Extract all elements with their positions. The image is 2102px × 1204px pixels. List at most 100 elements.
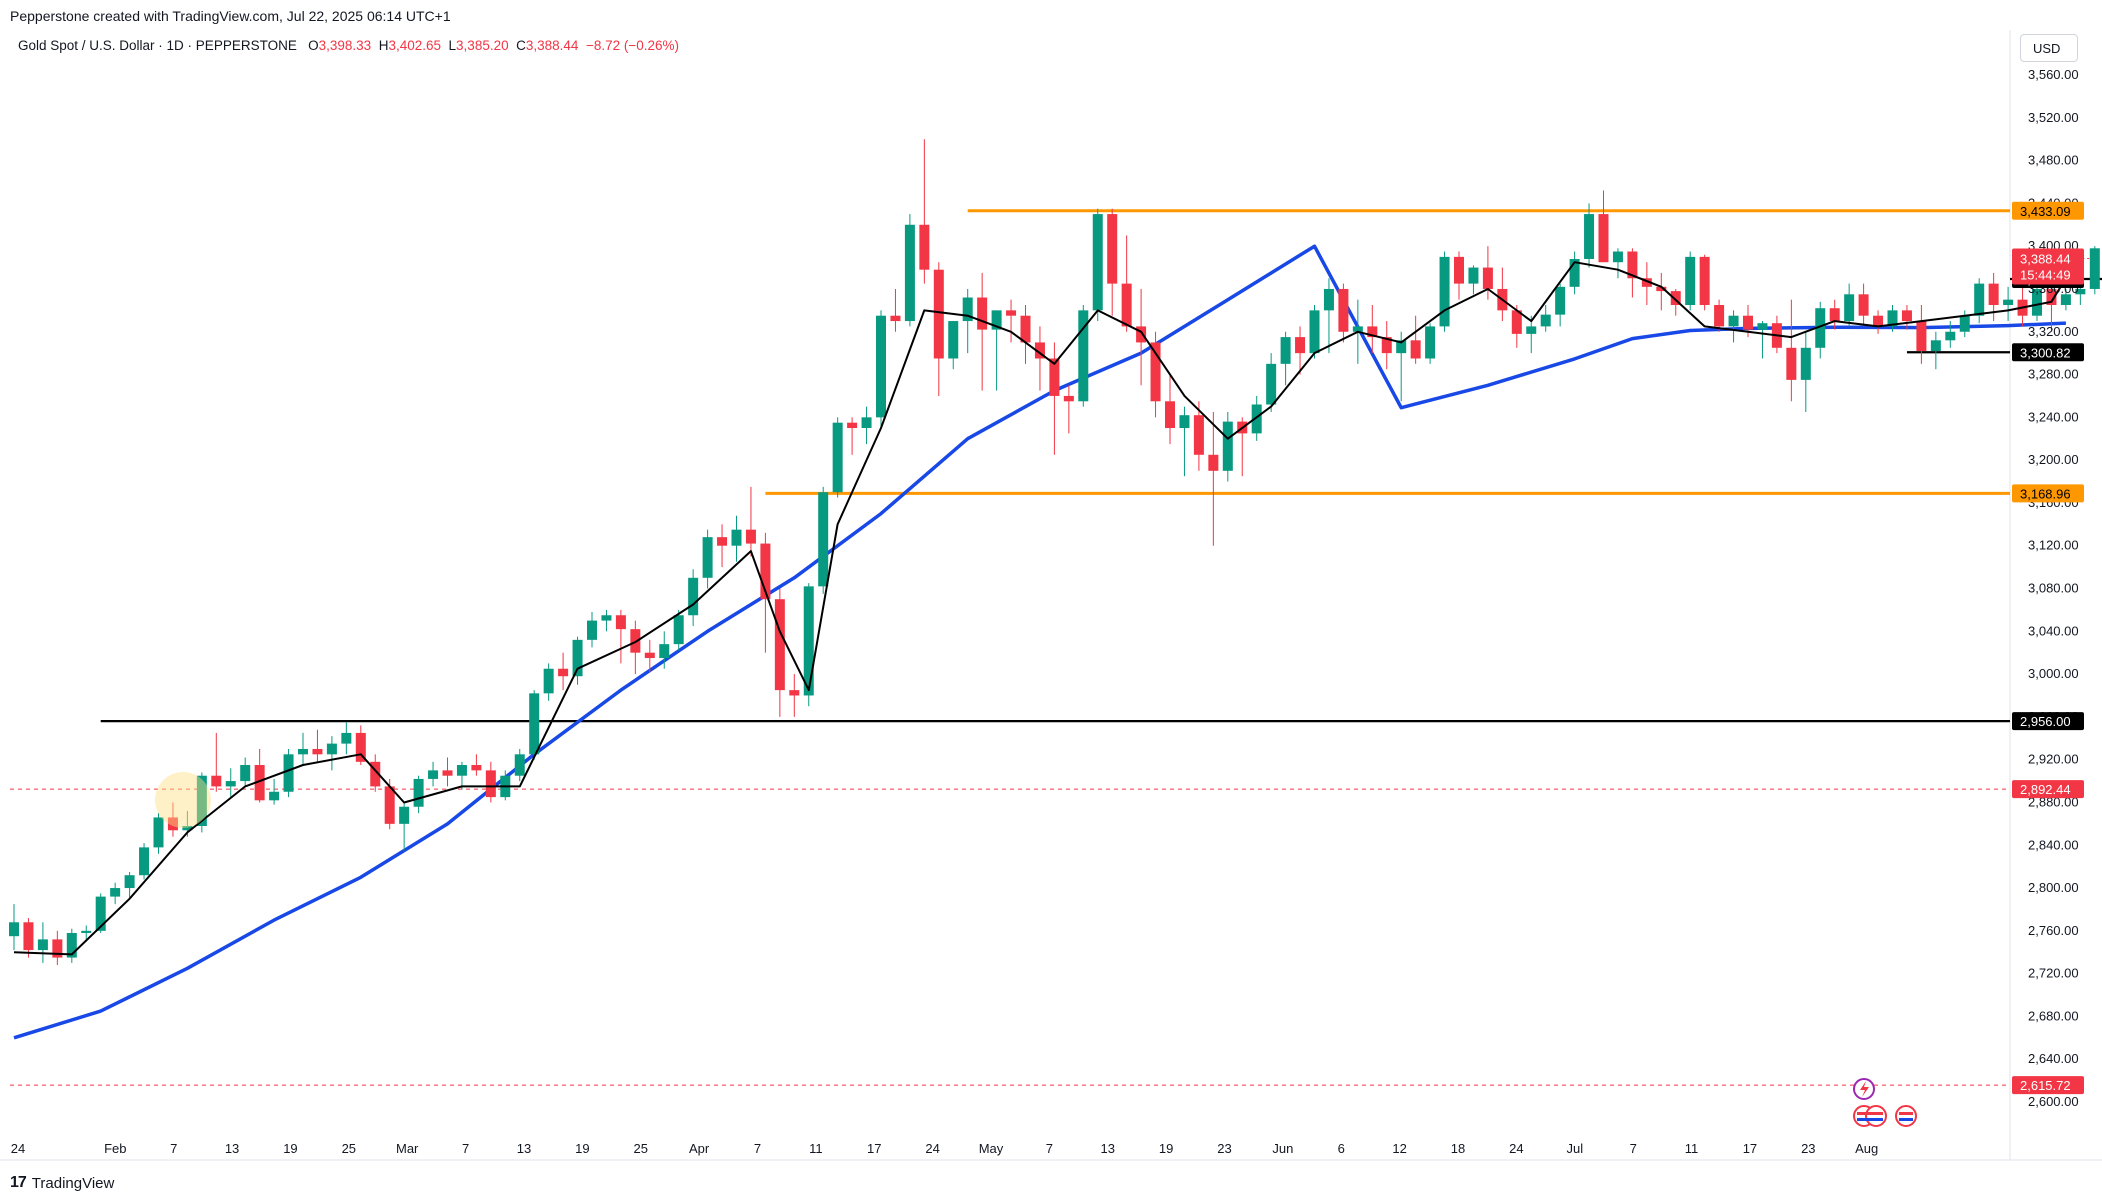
candle — [1815, 301, 1826, 359]
candle — [1598, 190, 1609, 263]
candle-body — [1482, 267, 1493, 289]
candle-body — [1641, 278, 1652, 287]
candle — [991, 310, 1002, 391]
event-markers[interactable] — [1853, 1078, 1917, 1127]
candle — [1208, 411, 1219, 546]
change-value: −8.72 (−0.26%) — [585, 38, 680, 53]
candle-body — [66, 932, 77, 958]
open-label: O — [308, 38, 319, 53]
candle-body — [1988, 283, 1999, 306]
candle — [471, 754, 482, 776]
candle — [442, 757, 453, 787]
tradingview-logo[interactable]: 17 TradingView — [10, 1174, 114, 1192]
candle-body — [2089, 248, 2100, 289]
ma-slow-line — [13, 244, 2066, 1040]
symbol-name[interactable]: Gold Spot / U.S. Dollar · 1D · PEPPERSTO… — [18, 38, 297, 53]
us-flag-event-icon[interactable] — [1895, 1105, 1917, 1127]
candle — [1165, 374, 1175, 445]
highlight-circle — [155, 772, 211, 828]
candle — [688, 569, 699, 626]
candle — [1844, 283, 1855, 327]
candle — [1685, 251, 1696, 311]
tradingview-logo-icon: 17 — [10, 1174, 27, 1191]
currency-selector[interactable]: USD — [2020, 34, 2078, 62]
candle — [66, 928, 77, 963]
candle-body — [818, 492, 829, 587]
time-tick-label: 18 — [1451, 1141, 1465, 1156]
candle-body — [269, 791, 280, 801]
lightning-glyph-icon — [1860, 1081, 1869, 1097]
candle — [283, 748, 294, 798]
level-price-box — [2012, 1076, 2084, 1095]
candle-body — [1656, 286, 1667, 292]
candle-body — [1728, 315, 1739, 327]
candle — [428, 761, 439, 787]
moving-average-fast — [13, 261, 2067, 956]
candle-body — [659, 644, 670, 659]
candle-body — [876, 315, 886, 418]
candle-body — [1020, 315, 1031, 343]
candle — [1309, 305, 1320, 359]
time-tick-label: 24 — [1509, 1141, 1523, 1156]
plot-area[interactable] — [10, 60, 2010, 1140]
time-axis[interactable]: 24 Feb 7 13 19 25 Mar 7 13 19 25 Apr 7 11 17 24 May 7 13 19… — [11, 1141, 1879, 1156]
candle — [1381, 321, 1392, 370]
time-tick-label: Mar — [396, 1141, 419, 1156]
us-flag-event-icon[interactable] — [1865, 1105, 1887, 1127]
candle-body — [1309, 310, 1320, 354]
candle — [1482, 246, 1493, 300]
candle — [1829, 299, 1840, 330]
candle-body — [1873, 315, 1884, 327]
candle-body — [139, 847, 150, 876]
candle-body — [1714, 305, 1725, 327]
time-tick-label: 7 — [1630, 1141, 1637, 1156]
candle-body — [211, 775, 222, 787]
candle-body — [847, 422, 858, 429]
candle-body — [1049, 358, 1060, 396]
candle — [832, 417, 843, 498]
candle-body — [1468, 267, 1479, 284]
candle — [1540, 305, 1551, 332]
time-tick-label: 24 — [925, 1141, 939, 1156]
candle — [1425, 323, 1436, 364]
candle-body — [81, 930, 92, 933]
last-price-box — [2012, 248, 2084, 285]
candle — [211, 732, 222, 792]
candle — [673, 609, 684, 651]
candle — [1858, 283, 1869, 327]
moving-average-slow — [13, 244, 2066, 1040]
candle-body — [1367, 326, 1378, 338]
candle — [1063, 385, 1074, 434]
candle — [81, 925, 92, 942]
candle — [341, 722, 352, 755]
candle-body — [153, 817, 164, 848]
candle-body — [1136, 326, 1147, 343]
price-tick-label: 3,040.00 — [2028, 623, 2079, 638]
candle-body — [1930, 340, 1941, 352]
candle-body — [1540, 314, 1551, 327]
highlight-marker — [155, 772, 211, 828]
candle-body — [832, 422, 843, 493]
low-label: L — [448, 38, 457, 53]
candle-body — [904, 224, 915, 322]
candle-body — [1743, 315, 1753, 330]
time-tick-label: 25 — [342, 1141, 356, 1156]
level-price-box — [2012, 343, 2084, 362]
candle-body — [1800, 347, 1811, 380]
candle-body — [1425, 326, 1436, 359]
candle — [2060, 288, 2071, 311]
price-axis[interactable]: 3,560.003,520.003,480.003,440.003,400.00… — [2028, 67, 2079, 1109]
time-tick-label: 7 — [1046, 1141, 1053, 1156]
price-tick-label: 3,560.00 — [2028, 67, 2079, 82]
candle-body — [384, 786, 395, 824]
candle-body — [1280, 337, 1291, 364]
candle — [456, 761, 467, 790]
candle — [110, 882, 121, 905]
candle-body — [52, 939, 63, 958]
candle-body — [1959, 315, 1970, 332]
candle-body — [1222, 421, 1233, 471]
time-tick-label: Jun — [1272, 1141, 1293, 1156]
candle-body — [731, 529, 742, 546]
candle — [1136, 288, 1147, 386]
